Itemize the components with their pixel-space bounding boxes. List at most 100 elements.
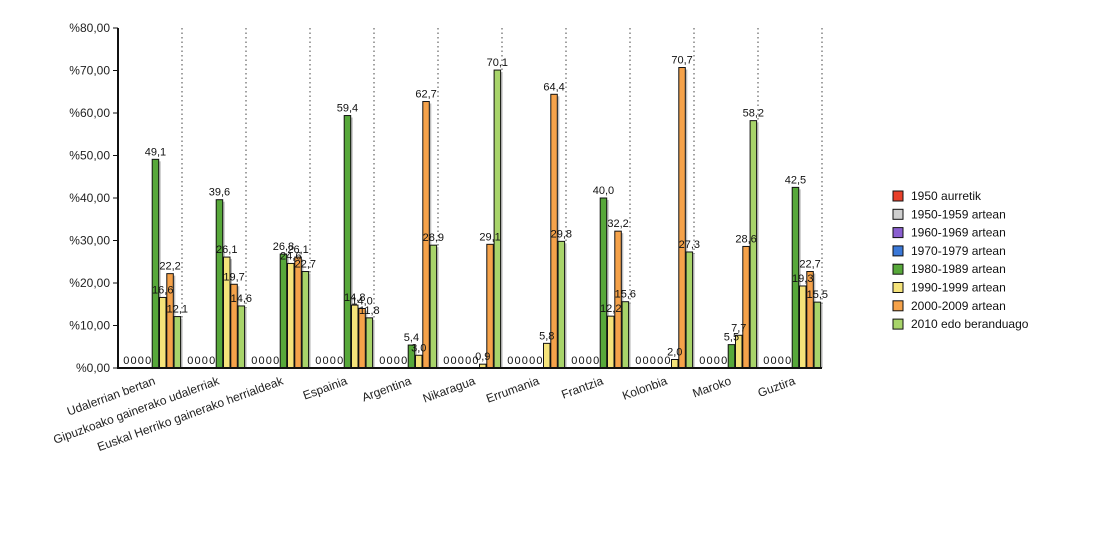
bar bbox=[351, 304, 359, 369]
bar bbox=[159, 296, 167, 369]
bar bbox=[215, 199, 224, 369]
bar-value-label: 26,1 bbox=[216, 244, 237, 256]
bar-value-label: 0 bbox=[251, 355, 257, 367]
bar bbox=[685, 251, 694, 369]
bar-value-label: 29,8 bbox=[551, 228, 572, 240]
bar bbox=[343, 115, 352, 369]
bar-value-label: 26,8 bbox=[273, 241, 294, 253]
bar-value-label: 7,7 bbox=[731, 322, 746, 334]
bar-value-label: 5,5 bbox=[724, 332, 739, 344]
bar bbox=[365, 317, 374, 369]
bar-value-label: 39,6 bbox=[209, 187, 230, 199]
legend-label: 1950 aurretik bbox=[911, 189, 982, 203]
bar bbox=[813, 301, 822, 369]
bar-value-label: 0 bbox=[699, 355, 705, 367]
bar-value-label: 0 bbox=[145, 355, 151, 367]
bar bbox=[429, 244, 438, 369]
y-tick-label: %30,00 bbox=[69, 234, 110, 248]
bar-value-label: 0 bbox=[386, 355, 392, 367]
bar bbox=[279, 253, 288, 369]
legend-swatch bbox=[892, 282, 904, 293]
legend-label: 1960-1969 artean bbox=[911, 226, 1006, 240]
bar-value-label: 70,7 bbox=[671, 55, 692, 67]
bars bbox=[151, 67, 823, 369]
bar-value-label: 0 bbox=[642, 355, 648, 367]
x-tick-label: Nikaragua bbox=[421, 374, 477, 406]
bar-value-label: 22,7 bbox=[295, 259, 316, 271]
bar-value-label: 14,8 bbox=[344, 292, 365, 304]
bar-value-label: 0 bbox=[657, 355, 663, 367]
bar-value-label: 64,4 bbox=[543, 81, 564, 93]
bar bbox=[607, 315, 615, 369]
bar-value-label: 0 bbox=[450, 355, 456, 367]
y-tick-label: %0,00 bbox=[76, 361, 110, 375]
legend-label: 1980-1989 artean bbox=[911, 262, 1006, 276]
bar-value-label: 0 bbox=[187, 355, 193, 367]
bar-value-label: 0 bbox=[522, 355, 528, 367]
bar bbox=[493, 69, 502, 369]
bar-value-label: 28,6 bbox=[735, 233, 756, 245]
bar-value-label: 29,1 bbox=[479, 231, 500, 243]
bar-value-label: 0 bbox=[514, 355, 520, 367]
bar bbox=[301, 271, 310, 369]
bar bbox=[173, 316, 182, 369]
bar-value-label: 0 bbox=[138, 355, 144, 367]
bar-value-label: 5,4 bbox=[404, 332, 419, 344]
bar bbox=[806, 271, 814, 369]
y-tick-label: %60,00 bbox=[69, 106, 110, 120]
bar-value-label: 19,7 bbox=[223, 271, 244, 283]
bar-value-label: 62,7 bbox=[415, 89, 436, 101]
bar bbox=[237, 305, 246, 369]
y-tick-label: %40,00 bbox=[69, 191, 110, 205]
bar-value-label: 0 bbox=[650, 355, 656, 367]
bar-value-label: 0 bbox=[337, 355, 343, 367]
bar bbox=[486, 243, 494, 369]
bar-value-label: 26,1 bbox=[287, 244, 308, 256]
legend-label: 2010 edo beranduago bbox=[911, 317, 1029, 331]
bar-value-label: 0 bbox=[763, 355, 769, 367]
bar-value-label: 24,6 bbox=[280, 250, 301, 262]
y-tick-label: %20,00 bbox=[69, 276, 110, 290]
x-tick-label: Maroko bbox=[691, 374, 734, 401]
bar bbox=[671, 359, 679, 369]
bar-value-label: 0 bbox=[258, 355, 264, 367]
bar-value-label: 0 bbox=[664, 355, 670, 367]
bar bbox=[727, 344, 736, 369]
bar-value-label: 0 bbox=[273, 355, 279, 367]
bar-value-label: 0 bbox=[586, 355, 592, 367]
legend-swatch bbox=[892, 227, 904, 239]
bar-value-label: 0 bbox=[322, 355, 328, 367]
y-axis: %0,00 %10,00 %20,00 %30,00 %40,00 %50,00 %60,0… bbox=[69, 21, 119, 375]
bar-value-label: 0 bbox=[785, 355, 791, 367]
bar bbox=[151, 158, 160, 369]
bar-value-label: 0 bbox=[536, 355, 542, 367]
bar bbox=[742, 245, 750, 369]
legend-swatch bbox=[892, 263, 904, 275]
x-tick-label: Frantzia bbox=[559, 374, 605, 402]
y-tick-label: %70,00 bbox=[69, 64, 110, 78]
bar-value-label: 0 bbox=[635, 355, 641, 367]
bar-value-label: 0 bbox=[130, 355, 136, 367]
value-labels: 0 0 0 049,116,622,212,10 0 0 039,626,119,714,6… bbox=[123, 55, 828, 367]
bar bbox=[621, 301, 630, 369]
bar-value-label: 0 bbox=[706, 355, 712, 367]
bar-value-label: 42,5 bbox=[785, 174, 806, 186]
bar-value-label: 2,0 bbox=[667, 347, 682, 359]
bar-value-label: 0 bbox=[778, 355, 784, 367]
bar-value-label: 16,6 bbox=[152, 284, 173, 296]
x-tick-label: Argentina bbox=[360, 374, 413, 405]
bar-value-label: 0 bbox=[465, 355, 471, 367]
y-tick-label: %50,00 bbox=[69, 149, 110, 163]
bar-value-label: 14,6 bbox=[231, 293, 252, 305]
bar bbox=[294, 256, 302, 369]
y-tick-label: %10,00 bbox=[69, 319, 110, 333]
legend-label: 2000-2009 artean bbox=[911, 299, 1006, 313]
bar-value-label: 0 bbox=[593, 355, 599, 367]
bar-value-label: 19,3 bbox=[792, 273, 813, 285]
bar bbox=[287, 262, 295, 369]
bar bbox=[557, 240, 566, 369]
bar-value-label: 0 bbox=[578, 355, 584, 367]
bar-value-label: 0 bbox=[458, 355, 464, 367]
bar-value-label: 0 bbox=[401, 355, 407, 367]
